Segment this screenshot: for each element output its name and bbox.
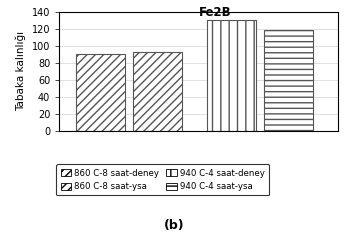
Y-axis label: Tabaka kalınlığı: Tabaka kalınlığı xyxy=(16,31,26,111)
Text: (b): (b) xyxy=(164,219,184,232)
Bar xyxy=(207,20,256,131)
Text: Fe2B: Fe2B xyxy=(198,6,231,19)
Bar xyxy=(133,52,182,131)
Bar xyxy=(264,30,313,131)
Legend: 860 C-8 saat-deney, 860 C-8 saat-ysa, 940 C-4 saat-deney, 940 C-4 saat-ysa: 860 C-8 saat-deney, 860 C-8 saat-ysa, 94… xyxy=(56,165,269,195)
Bar xyxy=(76,54,125,131)
